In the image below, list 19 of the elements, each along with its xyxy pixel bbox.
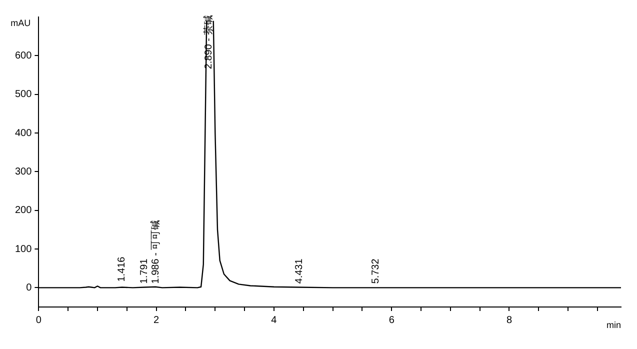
y-tick-label: 600 (14, 50, 32, 62)
x-tick-label: 6 (388, 314, 395, 326)
y-tick-label: 400 (14, 128, 32, 139)
annotation: 4.431 (294, 258, 306, 284)
y-tick-label: 0 (26, 282, 32, 294)
y-tick-label: 300 (14, 166, 32, 178)
y-tick-label: 500 (14, 89, 32, 100)
x-axis-title: min (606, 320, 621, 330)
y-tick-label: 200 (14, 205, 32, 216)
annotation: 1.416 (116, 256, 128, 282)
y-axis-title: mAU (10, 18, 31, 28)
annotation: 1.791 (138, 258, 150, 284)
x-tick-label: 2 (154, 314, 160, 326)
y-tick-label: 100 (14, 244, 32, 255)
annotation: 5.732 (370, 258, 382, 284)
x-tick-label: 4 (271, 314, 278, 326)
x-tick-label: 8 (506, 314, 512, 326)
annotation: 1.986 - 可可碱 (149, 220, 162, 284)
x-tick-label: 0 (36, 314, 42, 326)
